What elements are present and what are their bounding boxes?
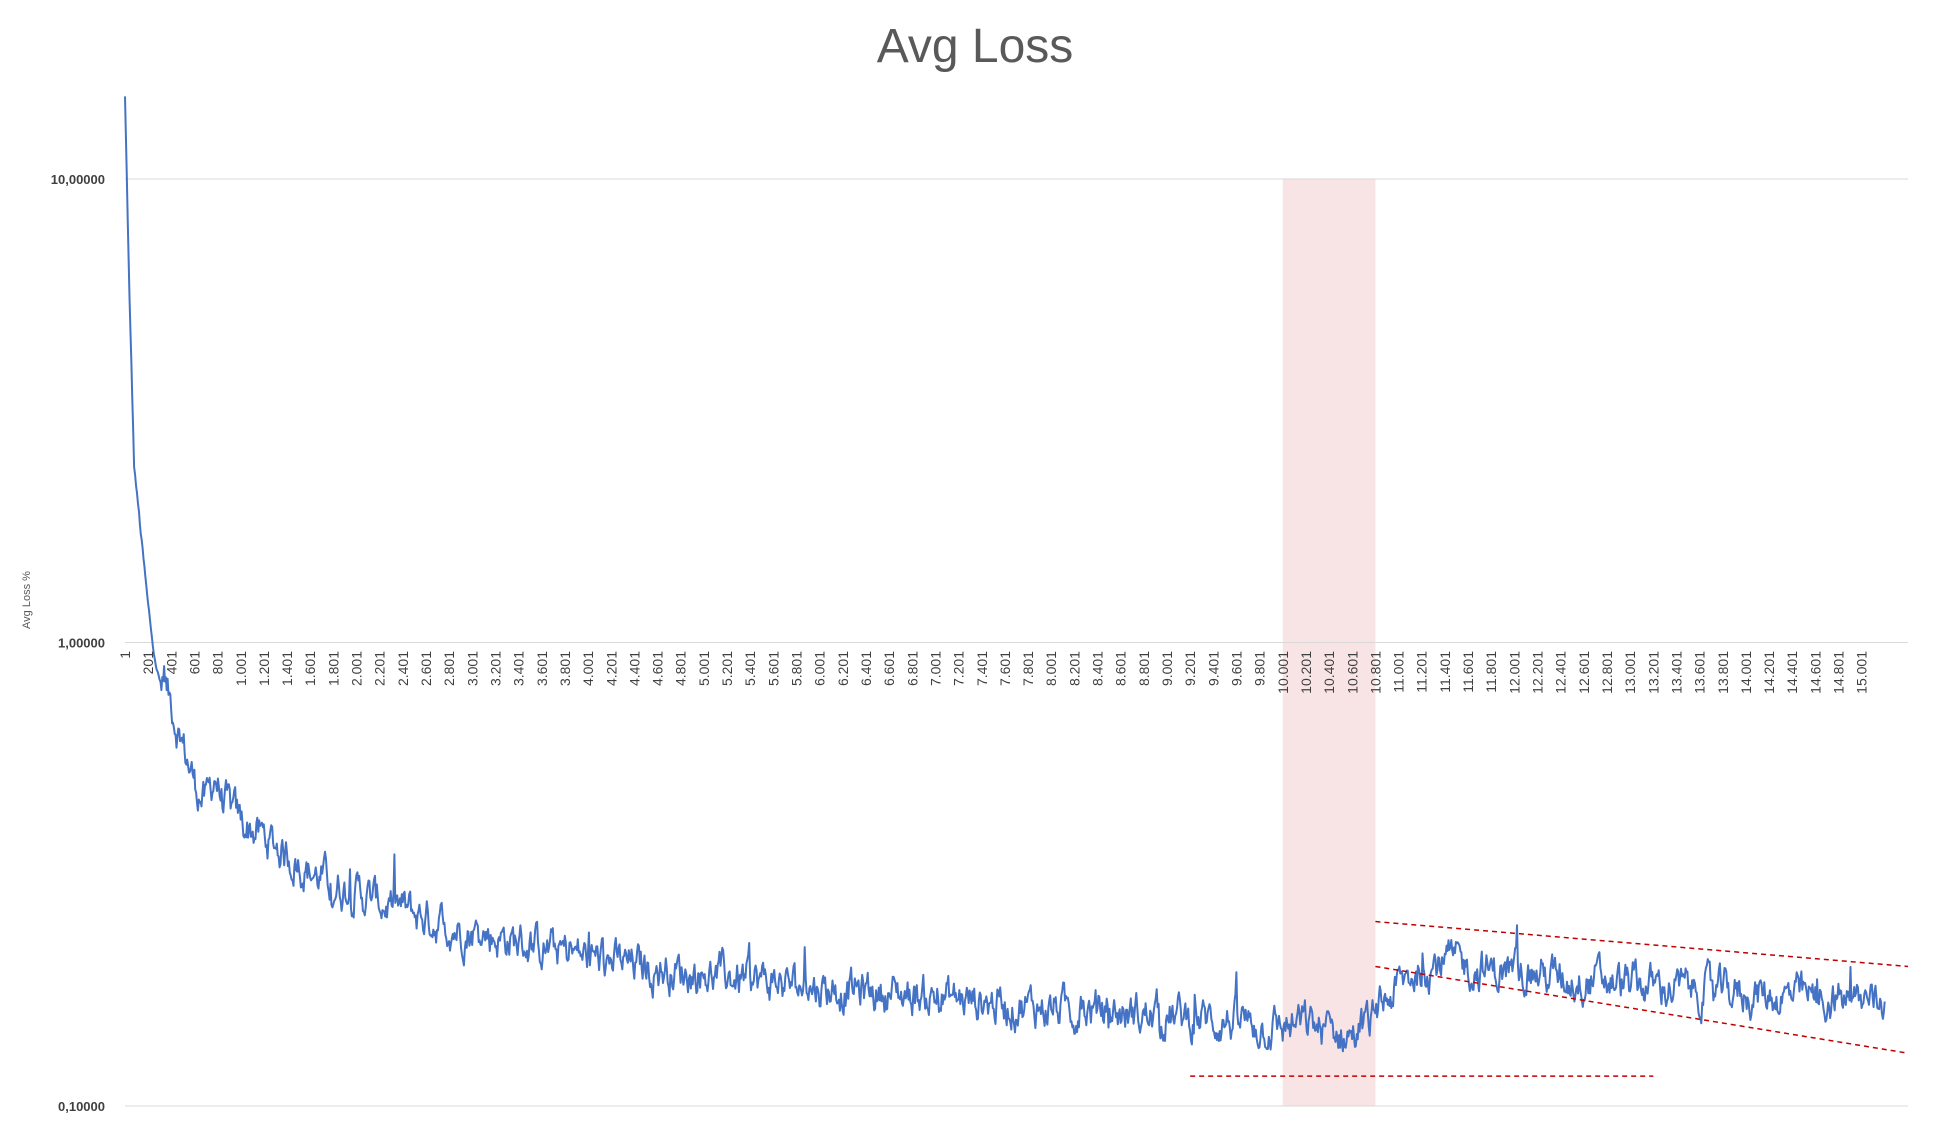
y-tick-label: 1,00000 <box>58 636 105 651</box>
x-tick-label: 2.001 <box>349 651 365 686</box>
x-tick-label: 1.001 <box>233 651 249 686</box>
x-tick-label: 13.801 <box>1715 651 1731 694</box>
x-tick-label: 6.401 <box>858 651 874 686</box>
x-tick-label: 14.801 <box>1831 651 1847 694</box>
x-tick-label: 5.201 <box>719 651 735 686</box>
x-tick-label: 5.401 <box>742 651 758 686</box>
x-tick-label: 2.601 <box>418 651 434 686</box>
x-tick-label: 9.201 <box>1182 651 1198 686</box>
x-tick-label: 2.401 <box>395 651 411 686</box>
x-tick-label: 401 <box>163 651 179 675</box>
x-tick-label: 8.401 <box>1090 651 1106 686</box>
x-tick-label: 1.401 <box>279 651 295 686</box>
x-tick-label: 12.801 <box>1599 651 1615 694</box>
x-tick-label: 7.001 <box>927 651 943 686</box>
x-tick-label: 6.601 <box>881 651 897 686</box>
x-tick-label: 8.001 <box>1043 651 1059 686</box>
x-tick-label: 12.001 <box>1506 651 1522 694</box>
x-tick-label: 201 <box>140 651 156 675</box>
x-tick-label: 9.401 <box>1205 651 1221 686</box>
x-tick-label: 8.201 <box>1066 651 1082 686</box>
x-tick-label: 11.601 <box>1460 651 1476 693</box>
x-tick-label: 8.601 <box>1113 651 1129 686</box>
x-tick-label: 1 <box>117 651 133 659</box>
y-tick-label: 10,00000 <box>51 172 105 187</box>
x-tick-label: 7.601 <box>997 651 1013 686</box>
x-tick-label: 8.801 <box>1136 651 1152 686</box>
x-tick-label: 14.401 <box>1784 651 1800 694</box>
trend-dashed-line <box>1375 920 1909 968</box>
x-tick-label: 9.801 <box>1252 651 1268 686</box>
x-tick-label: 4.601 <box>650 651 666 686</box>
x-tick-label: 1.201 <box>256 651 272 686</box>
x-tick-label: 11.401 <box>1437 651 1453 693</box>
x-tick-label: 1.801 <box>325 651 341 686</box>
x-tick-label: 11.201 <box>1414 651 1430 693</box>
x-tick-label: 4.801 <box>673 651 689 686</box>
x-tick-label: 13.201 <box>1645 651 1661 694</box>
x-tick-label: 7.801 <box>1020 651 1036 686</box>
x-tick-label: 1.601 <box>302 651 318 686</box>
x-tick-label: 9.001 <box>1159 651 1175 686</box>
x-tick-label: 7.201 <box>951 651 967 686</box>
x-tick-label: 14.601 <box>1807 651 1823 694</box>
x-tick-label: 6.801 <box>904 651 920 686</box>
x-tick-label: 9.601 <box>1228 651 1244 686</box>
x-tick-label: 10.601 <box>1344 651 1360 694</box>
x-tick-label: 11.801 <box>1483 651 1499 693</box>
y-tick-label: 0,10000 <box>58 1099 105 1114</box>
x-tick-label: 601 <box>186 651 202 675</box>
x-tick-label: 6.001 <box>812 651 828 686</box>
x-tick-label: 13.401 <box>1668 651 1684 694</box>
x-tick-label: 10.801 <box>1367 651 1383 694</box>
x-tick-label: 14.201 <box>1761 651 1777 694</box>
x-tick-label: 13.601 <box>1692 651 1708 694</box>
x-tick-label: 4.201 <box>603 651 619 686</box>
x-tick-label: 15.001 <box>1854 651 1870 694</box>
x-tick-label: 5.001 <box>696 651 712 686</box>
avg-loss-series-line <box>124 96 1886 1053</box>
x-tick-label: 11.001 <box>1391 651 1407 693</box>
x-tick-label: 2.201 <box>372 651 388 686</box>
x-tick-label: 10.401 <box>1321 651 1337 694</box>
x-tick-label: 2.801 <box>441 651 457 686</box>
y-axis-label: Avg Loss % <box>21 571 33 629</box>
chart-title: Avg Loss <box>877 20 1074 73</box>
x-tick-label: 12.201 <box>1530 651 1546 694</box>
x-tick-label: 4.001 <box>580 651 596 686</box>
x-tick-label: 5.801 <box>789 651 805 686</box>
x-tick-label: 3.601 <box>534 651 550 686</box>
x-tick-label: 3.801 <box>557 651 573 686</box>
x-tick-label: 3.201 <box>487 651 503 686</box>
x-tick-label: 6.201 <box>835 651 851 686</box>
x-tick-label: 10.201 <box>1298 651 1314 694</box>
x-tick-label: 801 <box>210 651 226 675</box>
x-tick-label: 13.001 <box>1622 651 1638 694</box>
x-tick-label: 10.001 <box>1275 651 1291 694</box>
x-tick-label: 12.401 <box>1553 651 1569 694</box>
x-tick-label: 3.401 <box>511 651 527 686</box>
x-tick-label: 7.401 <box>974 651 990 686</box>
x-tick-label: 5.601 <box>765 651 781 686</box>
x-tick-label: 12.601 <box>1576 651 1592 694</box>
x-tick-label: 14.001 <box>1738 651 1754 694</box>
x-tick-label: 4.401 <box>626 651 642 686</box>
x-tick-label: 3.001 <box>464 651 480 686</box>
